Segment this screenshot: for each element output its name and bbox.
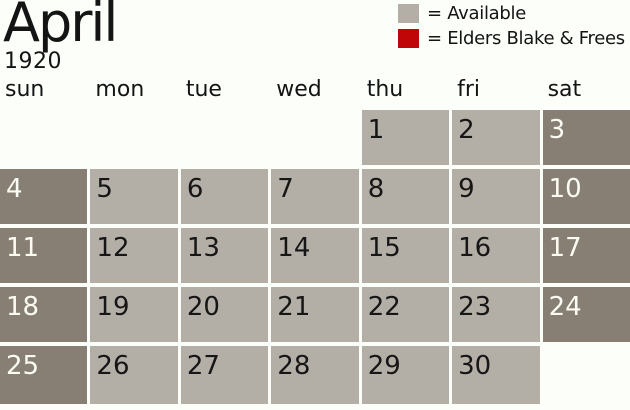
calendar-day-10[interactable]: 10 <box>542 169 630 224</box>
calendar-day-18[interactable]: 18 <box>0 287 88 342</box>
day-number: 6 <box>186 174 204 204</box>
day-number: 26 <box>96 351 130 381</box>
booked-swatch-icon <box>398 29 419 48</box>
calendar-empty-cell <box>271 110 358 165</box>
day-number: 1 <box>367 115 385 145</box>
calendar-day-20[interactable]: 20 <box>180 287 269 342</box>
year-subtitle: 1920 <box>4 49 62 74</box>
day-number: 14 <box>277 233 311 263</box>
calendar-day-24[interactable]: 24 <box>542 287 630 342</box>
calendar-day-6[interactable]: 6 <box>180 169 269 224</box>
day-number: 28 <box>277 351 311 381</box>
day-number: 18 <box>6 292 40 322</box>
calendar-day-27[interactable]: 27 <box>180 346 269 404</box>
legend: = Available = Elders Blake & Frees <box>398 1 630 51</box>
day-number: 24 <box>548 292 582 322</box>
calendar-day-26[interactable]: 26 <box>90 346 178 404</box>
weekday-header-wed: wed <box>276 77 322 102</box>
day-number: 11 <box>6 233 40 263</box>
calendar-day-30[interactable]: 30 <box>452 346 540 404</box>
calendar-empty-cell <box>90 110 177 165</box>
calendar-day-5[interactable]: 5 <box>90 169 178 224</box>
day-number: 8 <box>367 174 385 204</box>
calendar-day-16[interactable]: 16 <box>452 228 540 283</box>
calendar-day-22[interactable]: 22 <box>361 287 450 342</box>
calendar-grid: 1 2 3 4 5 6 7 8 9 10 11 12 13 14 15 16 17 18 19 20 21 22 23 24 2… <box>0 110 630 404</box>
day-number: 19 <box>96 292 130 322</box>
day-number: 5 <box>96 174 113 204</box>
calendar-day-28[interactable]: 28 <box>271 346 359 404</box>
calendar-empty-cell <box>181 110 268 165</box>
day-number: 17 <box>548 233 582 263</box>
day-number: 21 <box>277 292 311 322</box>
calendar-day-9[interactable]: 9 <box>452 169 540 224</box>
day-number: 4 <box>6 174 23 204</box>
calendar-day-3[interactable]: 3 <box>542 110 630 165</box>
day-number: 29 <box>367 351 401 381</box>
calendar-day-7[interactable]: 7 <box>271 169 359 224</box>
month-title: April <box>3 0 118 54</box>
calendar-day-12[interactable]: 12 <box>90 228 178 283</box>
day-number: 30 <box>458 351 492 381</box>
calendar-empty-cell <box>0 110 87 165</box>
legend-item-available: = Available <box>398 1 630 26</box>
day-number: 10 <box>548 174 582 204</box>
day-number: 25 <box>6 351 40 381</box>
calendar-day-19[interactable]: 19 <box>90 287 178 342</box>
weekday-header-sun: sun <box>5 77 45 102</box>
weekday-header-thu: thu <box>366 77 404 102</box>
calendar-day-8[interactable]: 8 <box>361 169 450 224</box>
calendar-day-23[interactable]: 23 <box>452 287 540 342</box>
available-swatch-icon <box>398 4 419 23</box>
day-number: 9 <box>458 174 475 204</box>
calendar-day-29[interactable]: 29 <box>361 346 450 404</box>
day-number: 16 <box>458 233 492 263</box>
calendar-day-17[interactable]: 17 <box>542 228 630 283</box>
calendar-day-25[interactable]: 25 <box>0 346 88 404</box>
weekday-header-row: sun mon tue wed thu fri sat <box>0 78 630 102</box>
day-number: 12 <box>96 233 130 263</box>
calendar-day-14[interactable]: 14 <box>271 228 359 283</box>
legend-item-elders-blake-frees: = Elders Blake & Frees <box>398 26 630 51</box>
calendar-day-4[interactable]: 4 <box>0 169 88 224</box>
calendar-day-11[interactable]: 11 <box>0 228 88 283</box>
legend-label-elders-blake-frees: = Elders Blake & Frees <box>427 28 625 49</box>
legend-label-available: = Available <box>427 3 526 24</box>
calendar-day-1[interactable]: 1 <box>361 110 450 165</box>
day-number: 27 <box>186 351 220 381</box>
weekday-header-sat: sat <box>547 77 582 102</box>
calendar-empty-cell <box>543 346 630 404</box>
day-number: 2 <box>458 115 475 145</box>
day-number: 3 <box>548 115 566 145</box>
day-number: 23 <box>458 292 492 322</box>
calendar-day-21[interactable]: 21 <box>271 287 359 342</box>
day-number: 20 <box>186 292 220 322</box>
day-number: 22 <box>367 292 401 322</box>
calendar-day-15[interactable]: 15 <box>361 228 450 283</box>
weekday-header-fri: fri <box>457 77 481 102</box>
day-number: 13 <box>186 233 220 263</box>
weekday-header-mon: mon <box>95 77 145 102</box>
weekday-header-tue: tue <box>185 77 222 102</box>
calendar-day-2[interactable]: 2 <box>452 110 540 165</box>
day-number: 15 <box>367 233 401 263</box>
calendar-day-13[interactable]: 13 <box>180 228 269 283</box>
day-number: 7 <box>277 174 294 204</box>
